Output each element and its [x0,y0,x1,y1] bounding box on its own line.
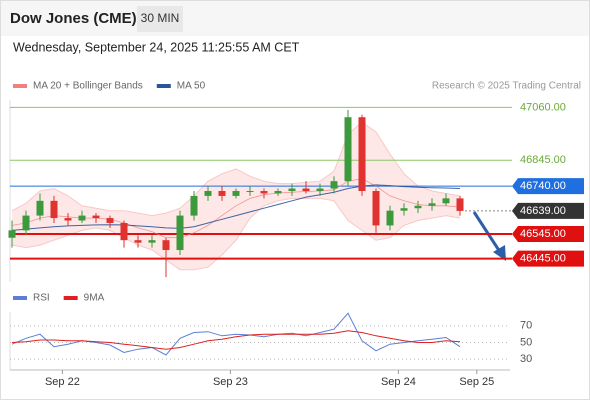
candle-body [386,210,394,226]
candle-body [8,230,16,238]
candle-body [414,205,422,209]
candle-body [260,191,268,194]
y-tick-label: 70 [520,320,532,332]
candle-body [36,200,44,216]
candle-body [246,191,254,192]
level-label: 46845.00 [520,154,566,166]
level-tag [512,226,584,243]
candle-body [372,191,380,226]
candle-body [190,195,198,216]
y-tick-label: 30 [520,353,532,365]
candle-body [456,198,464,211]
candle-body [400,208,408,211]
candle-body [442,198,450,204]
candle-body [428,203,436,206]
level-label: 47060.00 [520,101,566,113]
interval-badge[interactable] [137,6,183,32]
candle-body [232,191,240,196]
candle-body [134,240,142,243]
ma-line [11,184,461,231]
candle-body [302,188,310,191]
band-lower [11,197,461,271]
candle-body [120,222,128,241]
x-tick-label: Sep 25 [459,376,494,388]
projection-arrowhead [493,245,506,261]
candle-body [176,215,184,251]
level-tag [512,202,584,219]
y-tick-label: 50 [520,336,532,348]
level-tag [512,250,584,267]
candle-body [274,191,282,194]
candle-body [218,191,226,196]
candle-body [64,218,72,221]
band-upper [11,121,461,217]
level-tag [512,178,584,195]
x-tick-label: Sep 24 [381,376,416,388]
candle-body [78,215,86,221]
candle-body [344,117,352,182]
candle-body [204,191,212,196]
interval[interactable]: 30 MIN [141,11,180,25]
x-tick-label: Sep 23 [213,376,248,388]
legend-swatch [156,84,171,88]
level-label: 46545.00 [520,228,566,240]
legend-swatch [13,84,27,88]
candle-body [288,188,296,191]
candle-body [162,240,170,251]
level-label: 46639.00 [520,205,566,217]
credit: Research © 2025 Trading Central [432,81,581,92]
candle-body [22,215,30,231]
x-tick-label: Sep 22 [45,376,80,388]
legend-label: 9MA [84,293,105,304]
level-label: 46740.00 [520,180,566,192]
header-bar [1,1,589,36]
candle-body [92,215,100,219]
ma-line [11,178,461,239]
candle-body [358,117,366,191]
candle-body [50,200,58,219]
title: Dow Jones (CME) [10,10,137,27]
candle-body [148,240,156,243]
legend-swatch [63,296,78,300]
candle-body [330,181,338,189]
legend-label: MA 50 [177,81,206,92]
candle-body [106,218,114,223]
level-label: 46445.00 [520,253,566,265]
datetime: Wednesday, September 24, 2025 11:25:55 A… [13,40,300,54]
legend-label: MA 20 + Bollinger Bands [33,81,143,92]
legend-label: RSI [33,293,50,304]
candle-body [316,188,324,191]
rsi-line [11,330,461,350]
projection-arrow [472,211,502,253]
legend-swatch [13,296,27,300]
